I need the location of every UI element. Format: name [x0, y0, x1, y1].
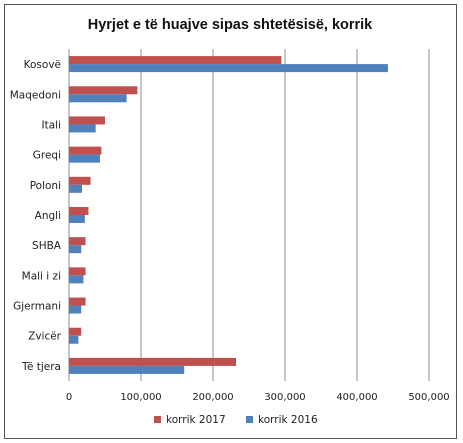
- legend-swatch-2017: [154, 416, 161, 423]
- bar-2017: [69, 327, 82, 336]
- bar-chart: Hyrjet e të huajve sipas shtetësisë, kor…: [10, 17, 450, 426]
- category-label: Angli: [35, 210, 61, 222]
- chart-title: Hyrjet e të huajve sipas shtetësisë, kor…: [88, 17, 373, 33]
- bar-2016: [69, 124, 96, 133]
- bar-2016: [69, 184, 82, 193]
- category-label: Gjermani: [13, 301, 61, 313]
- category-label: Mali i zi: [22, 270, 61, 282]
- bars: [69, 56, 388, 374]
- gridlines: [68, 49, 430, 381]
- bar-2016: [69, 245, 82, 254]
- bar-2016: [69, 365, 185, 374]
- bar-2017: [69, 237, 86, 246]
- x-tick-label: 100,000: [120, 392, 161, 403]
- bar-2016: [69, 335, 79, 344]
- bar-2016: [69, 94, 127, 103]
- x-tick-label: 200,000: [192, 392, 233, 403]
- category-label: Maqedoni: [10, 89, 61, 101]
- chart-frame: Hyrjet e të huajve sipas shtetësisë, kor…: [4, 4, 457, 439]
- bar-2017: [69, 297, 86, 306]
- legend-label-2017: korrik 2017: [166, 414, 226, 426]
- legend: korrik 2017 korrik 2016: [154, 414, 318, 426]
- x-tick-label: 0: [66, 392, 72, 403]
- x-axis-tick-labels: 0 100,000 200,000 300,000 400,000 500,000: [66, 392, 450, 403]
- category-label: Poloni: [30, 180, 61, 192]
- bar-2016: [69, 64, 388, 73]
- legend-swatch-2016: [246, 416, 253, 423]
- bar-2017: [69, 207, 89, 215]
- category-label: Greqi: [33, 150, 61, 162]
- bar-2016: [69, 275, 84, 284]
- bar-2017: [69, 357, 237, 366]
- category-label: Zvicër: [28, 331, 62, 343]
- bar-2016: [69, 305, 82, 314]
- category-label: Kosovë: [24, 59, 61, 71]
- category-label: Të tjera: [21, 361, 61, 373]
- x-tick-label: 500,000: [408, 392, 449, 403]
- bar-2016: [69, 215, 85, 223]
- bar-2017: [69, 86, 138, 95]
- bar-2017: [69, 146, 102, 155]
- x-tick-label: 300,000: [264, 392, 305, 403]
- category-labels: Kosovë Maqedoni Itali Greqi Poloni Angli SHBA M…: [10, 59, 62, 373]
- bar-2017: [69, 116, 105, 125]
- bar-2017: [69, 176, 91, 185]
- bar-2016: [69, 154, 100, 163]
- category-label: Itali: [42, 119, 61, 131]
- legend-label-2016: korrik 2016: [258, 414, 318, 426]
- bar-2017: [69, 267, 86, 276]
- x-tick-label: 400,000: [336, 392, 377, 403]
- bar-2017: [69, 56, 282, 65]
- category-label: SHBA: [32, 240, 62, 252]
